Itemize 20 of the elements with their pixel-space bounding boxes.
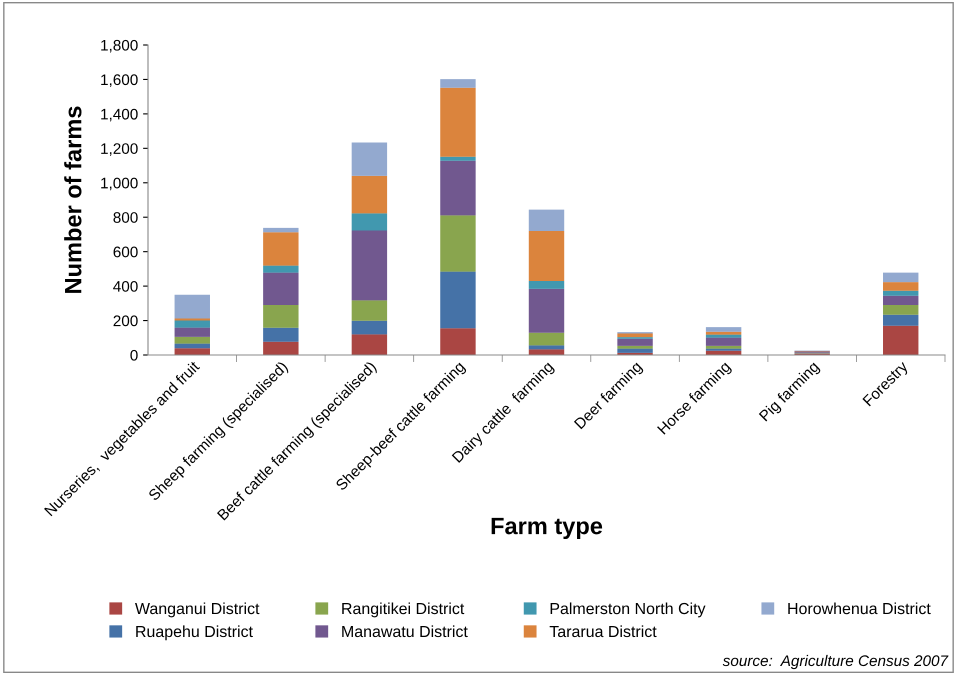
y-tick-label: 1,800: [101, 40, 138, 52]
legend-label: Manawatu District: [342, 625, 468, 638]
source-note: source: Agriculture Census 2007: [722, 654, 948, 670]
legend-label: Tararua District: [550, 625, 657, 638]
legend-label: Palmerston North City: [550, 602, 706, 618]
y-tick-label: 800: [113, 212, 138, 223]
y-axis-title: Number of farms: [64, 106, 82, 293]
legend-label: Ruapehu District: [136, 625, 253, 640]
legend-label: Horowhenua District: [788, 602, 931, 614]
legend-label: Wanganui District: [135, 602, 260, 618]
y-tick-label: 600: [114, 246, 138, 258]
y-tick-label: 0: [130, 350, 138, 361]
y-tick-label: 1,400: [101, 108, 138, 122]
legend-label: Rangitikei District: [342, 602, 464, 618]
y-tick-label: 1,200: [101, 143, 138, 156]
y-tick-label: 200: [114, 315, 138, 326]
y-tick-label: 400: [113, 280, 138, 292]
x-axis-title: Farm type: [492, 518, 602, 540]
y-tick-label: 1,600: [101, 74, 138, 87]
y-tick-label: 1,000: [101, 178, 138, 190]
